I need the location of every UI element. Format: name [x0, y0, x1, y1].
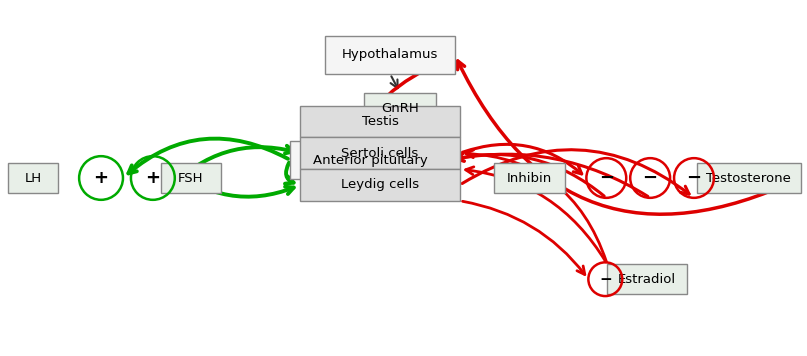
- Text: LH: LH: [25, 172, 42, 184]
- Text: Hypothalamus: Hypothalamus: [342, 48, 438, 62]
- FancyBboxPatch shape: [608, 264, 687, 294]
- Text: +: +: [94, 169, 109, 187]
- Text: GnRH: GnRH: [381, 102, 419, 115]
- FancyBboxPatch shape: [300, 169, 460, 201]
- FancyBboxPatch shape: [494, 163, 566, 193]
- FancyBboxPatch shape: [161, 163, 220, 193]
- Text: −: −: [599, 169, 614, 187]
- Text: FSH: FSH: [178, 172, 203, 184]
- Text: Inhibin: Inhibin: [507, 172, 552, 184]
- Text: Sertoli cells: Sertoli cells: [341, 147, 419, 160]
- Text: Leydig cells: Leydig cells: [341, 178, 419, 192]
- FancyBboxPatch shape: [325, 36, 455, 74]
- FancyBboxPatch shape: [697, 163, 801, 193]
- FancyBboxPatch shape: [300, 137, 460, 169]
- Text: Testosterone: Testosterone: [706, 172, 791, 184]
- FancyBboxPatch shape: [300, 106, 460, 137]
- Text: −: −: [599, 272, 612, 287]
- Text: Estradiol: Estradiol: [618, 273, 676, 286]
- Text: −: −: [642, 169, 658, 187]
- Text: Anterior pituitary: Anterior pituitary: [313, 154, 428, 167]
- FancyBboxPatch shape: [364, 93, 436, 124]
- FancyBboxPatch shape: [8, 163, 58, 193]
- Text: +: +: [145, 169, 161, 187]
- Text: −: −: [687, 169, 701, 187]
- FancyBboxPatch shape: [291, 141, 449, 179]
- Text: Testis: Testis: [362, 115, 399, 128]
